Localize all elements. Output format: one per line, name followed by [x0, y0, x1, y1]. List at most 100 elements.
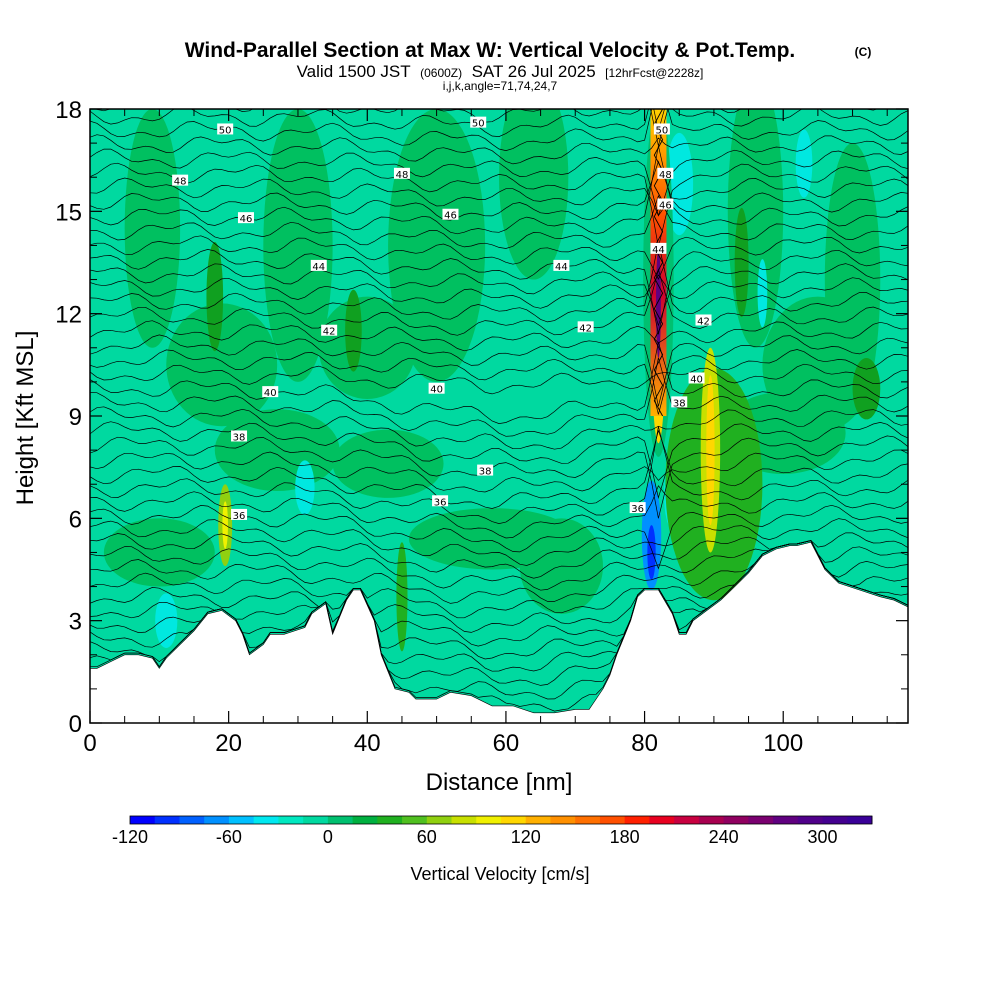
theta-label-text: 40 — [690, 374, 703, 385]
theta-label-text: 46 — [659, 201, 672, 212]
colorbar-swatch — [723, 816, 749, 824]
colorbar-tick-label: 0 — [323, 827, 333, 847]
y-tick-label: 3 — [69, 609, 82, 636]
colorbar-swatch — [575, 816, 601, 824]
theta-label-box — [428, 382, 445, 394]
y-tick-label: 6 — [69, 506, 82, 533]
theta-contour-line — [90, 504, 908, 570]
theta-label-text: 44 — [652, 245, 665, 256]
theta-label-box — [231, 508, 248, 520]
theta-label: 46 — [442, 208, 459, 222]
colorbar-swatch — [352, 816, 378, 824]
theta-contour-line — [95, 109, 878, 123]
colorbar-swatch — [649, 816, 675, 824]
theta-contour-line — [90, 349, 908, 415]
theta-label-box — [650, 242, 667, 254]
y-tick-label: 18 — [55, 97, 82, 124]
theta-label: 46 — [657, 198, 674, 212]
theta-label-text: 50 — [219, 125, 232, 136]
chart-subtitle: Valid 1500 JST (0600Z) SAT 26 Jul 2025 [… — [297, 62, 704, 81]
theta-contour-line — [90, 518, 908, 566]
y-tick-label: 12 — [55, 302, 82, 329]
theta-contour-line — [90, 320, 908, 352]
theta-contour-line — [90, 435, 908, 519]
updraft-region — [706, 375, 715, 526]
theta-contour-line — [90, 274, 908, 309]
colorbar-swatch — [179, 816, 205, 824]
colorbar-tick-label: -60 — [216, 827, 242, 847]
theta-contour-line — [90, 235, 908, 281]
theta-label-box — [310, 259, 327, 271]
x-tick-label: 60 — [493, 730, 520, 757]
theta-label: 38 — [477, 464, 494, 478]
theta-label: 50 — [653, 123, 670, 136]
y-axis-label: Height [Kft MSL] — [12, 331, 39, 506]
colorbar-swatch — [451, 816, 477, 824]
colorbar-swatch — [797, 816, 824, 824]
colorbar-swatch — [130, 816, 156, 824]
theta-label-box — [653, 123, 670, 135]
theta-label-box — [671, 396, 688, 408]
x-tick-label: 20 — [215, 730, 242, 757]
colorbar-tick-label: -120 — [112, 827, 148, 847]
colorbar-swatch — [501, 816, 527, 824]
x-axis-label: Distance [nm] — [426, 769, 573, 796]
field-region — [166, 303, 278, 427]
subtitle-forecast: [12hrFcst@2228z] — [605, 66, 703, 80]
subtitle-valid: Valid 1500 JST — [297, 62, 411, 81]
theta-label: 40 — [688, 372, 705, 385]
theta-label: 42 — [577, 321, 594, 334]
theta-label-text: 38 — [233, 432, 246, 443]
theta-label-box — [629, 502, 646, 514]
subtitle-date: SAT 26 Jul 2025 — [472, 62, 596, 81]
theta-contour-line — [90, 134, 908, 165]
theta-label-text: 46 — [444, 211, 457, 222]
theta-label: 36 — [432, 495, 449, 508]
x-tick-label: 40 — [354, 730, 381, 757]
theta-label: 38 — [231, 430, 248, 443]
colorbar-swatch — [377, 816, 403, 824]
theta-label-text: 42 — [697, 316, 710, 327]
theta-contour-line — [90, 334, 908, 407]
theta-label: 36 — [629, 502, 646, 515]
field-region — [345, 289, 362, 372]
updraft-region — [396, 542, 408, 652]
colorbar-swatch — [773, 816, 799, 824]
colorbar-frame — [129, 815, 873, 825]
theta-contour-line — [90, 342, 908, 424]
theta-label: 40 — [428, 382, 445, 396]
plot-area: 50 50 50 48 48 48 46 46 46 44 44 44 42 42 42 40 40 40 38 38… — [90, 109, 908, 723]
colorbar-swatch — [476, 816, 502, 824]
theta-label-box — [172, 174, 189, 186]
field-region — [734, 207, 749, 318]
theta-label-text: 48 — [659, 170, 672, 181]
theta-contours — [90, 109, 908, 712]
theta-contour-line — [90, 177, 908, 217]
x-tick-label: 100 — [763, 730, 803, 757]
y-tick-label: 0 — [69, 711, 82, 738]
theta-label: 46 — [237, 212, 254, 225]
x-tick-label: 0 — [83, 730, 96, 757]
field-region — [318, 296, 416, 399]
colorbar-swatch — [550, 816, 576, 824]
theta-label-box — [688, 372, 705, 384]
y-tick-label: 9 — [69, 404, 82, 431]
theta-label-box — [657, 167, 674, 179]
colorbar-tick-label: 240 — [709, 827, 739, 847]
theta-label-box — [577, 321, 594, 333]
colorbar-swatch — [402, 816, 428, 824]
downdraft-region — [647, 525, 656, 580]
theta-label: 44 — [310, 259, 327, 273]
theta-label-text: 50 — [472, 119, 485, 130]
theta-label-text: 36 — [233, 511, 246, 522]
theta-label: 50 — [470, 116, 487, 130]
theta-label-box — [393, 167, 410, 179]
y-tick-label: 15 — [55, 199, 82, 226]
theta-label-text: 50 — [656, 125, 669, 136]
theta-contour-core — [653, 109, 664, 417]
colorbar-swatch — [847, 816, 873, 824]
colorbar-swatch — [154, 816, 180, 824]
colorbar-tick-label: 300 — [808, 827, 838, 847]
subtitle-indices: i,j,k,angle=71,74,24,7 — [443, 79, 558, 93]
theta-label-text: 40 — [430, 385, 443, 396]
